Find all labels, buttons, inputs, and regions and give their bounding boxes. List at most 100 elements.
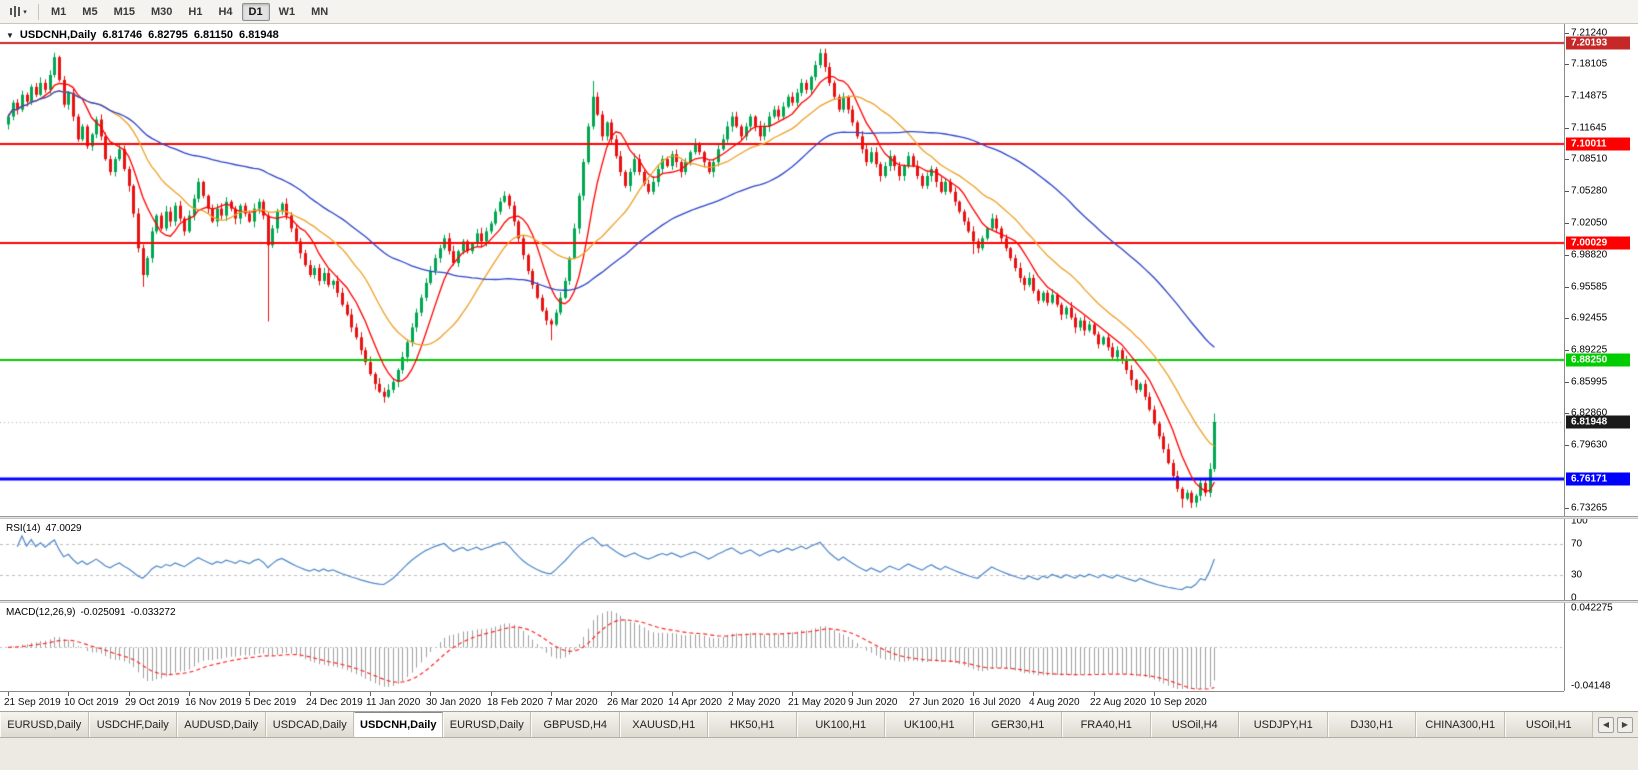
legend-close-value: 6.81948 xyxy=(239,29,279,41)
time-tick xyxy=(852,692,853,696)
time-tick xyxy=(1094,692,1095,696)
macd-signal-value: -0.033272 xyxy=(130,607,176,618)
price-axis-tick xyxy=(1565,445,1569,446)
price-axis-tick xyxy=(1565,287,1569,288)
legend-high-value: 6.82795 xyxy=(148,29,188,41)
chart-tab[interactable]: EURUSD,Daily xyxy=(0,712,89,737)
price-axis-label: 7.05280 xyxy=(1571,185,1608,197)
chart-tab[interactable]: GBPUSD,H4 xyxy=(531,712,620,737)
chart-tab[interactable]: USDCAD,Daily xyxy=(265,712,354,737)
bar-chart-icon xyxy=(14,6,17,17)
timeframe-button-h4[interactable]: H4 xyxy=(218,5,233,18)
rsi-indicator-name: RSI(14) xyxy=(6,523,41,534)
price-axis-label: 7.08510 xyxy=(1571,153,1608,165)
chart-tab[interactable]: FRA40,H1 xyxy=(1062,712,1151,737)
chart-tools-icon[interactable]: ▾ xyxy=(3,2,33,22)
chart-tab[interactable]: USOil,H1 xyxy=(1504,712,1593,737)
chart-tab[interactable]: USDJPY,H1 xyxy=(1239,712,1328,737)
price-axis-label: 7.02050 xyxy=(1571,217,1608,229)
bar-chart-icon xyxy=(18,7,21,16)
price-axis-label: 6.73265 xyxy=(1571,502,1608,514)
chart-tab[interactable]: USDCNH,Daily xyxy=(354,712,443,737)
chart-tab[interactable]: USOil,H4 xyxy=(1150,712,1239,737)
price-axis-tick xyxy=(1565,382,1569,383)
price-axis-tick xyxy=(1565,508,1569,509)
symbol-tab-bar: EURUSD,Daily USDCHF,Daily AUDUSD,Daily USDC… xyxy=(0,711,1638,737)
timeframe-button-mn[interactable]: MN xyxy=(311,5,329,18)
date-label: 22 Aug 2020 xyxy=(1090,697,1147,708)
macd-indicator-name: MACD(12,26,9) xyxy=(6,607,76,618)
price-axis-label: 6.79630 xyxy=(1571,439,1608,451)
price-axis-tick xyxy=(1565,96,1569,97)
legend-open-value: 6.81746 xyxy=(102,29,143,41)
chart-tab[interactable]: CHINA300,H1 xyxy=(1416,712,1505,737)
collapse-triangle-icon[interactable]: ▼ xyxy=(6,30,14,40)
date-label: 16 Jul 2020 xyxy=(969,697,1021,708)
price-axis-tick xyxy=(1565,255,1569,256)
rsi-chart-canvas[interactable] xyxy=(0,519,1564,600)
timeframe-button-w1[interactable]: W1 xyxy=(278,5,296,18)
chart-tab[interactable]: XAUUSD,H1 xyxy=(619,712,708,737)
status-bar xyxy=(0,737,1638,770)
date-label: 11 Jan 2020 xyxy=(366,697,421,708)
timeframe-button-m15[interactable]: M15 xyxy=(113,5,135,18)
chart-tab[interactable]: EURUSD,Daily xyxy=(442,712,531,737)
chart-tab[interactable]: HK50,H1 xyxy=(708,712,797,737)
timeframe-button-m1[interactable]: M1 xyxy=(51,5,67,18)
time-tick xyxy=(129,692,130,696)
rsi-axis-label: 70 xyxy=(1571,538,1583,550)
price-axis-tick xyxy=(1565,64,1569,65)
timeframe-buttons: M1 M5 M15 M30 H1 H4 D1 W1 MN xyxy=(44,2,335,21)
toolbar-separator xyxy=(38,3,39,20)
time-tick xyxy=(8,692,9,696)
chart-tab[interactable]: UK100,H1 xyxy=(796,712,885,737)
date-label: 18 Feb 2020 xyxy=(487,697,544,708)
price-axis-label: 6.85995 xyxy=(1571,376,1608,388)
price-level-badge: 7.10011 xyxy=(1566,137,1630,151)
price-level-badge: 7.20193 xyxy=(1566,36,1630,50)
main-chart-canvas[interactable] xyxy=(0,24,1564,516)
price-axis-tick xyxy=(1565,350,1569,351)
date-label: 2 May 2020 xyxy=(728,697,781,708)
timeframe-button-h1[interactable]: H1 xyxy=(188,5,203,18)
tab-scroll-left-icon[interactable]: ◀ xyxy=(1598,716,1614,733)
macd-axis-label: 0.042275 xyxy=(1571,602,1613,614)
timeframe-button-m30[interactable]: M30 xyxy=(150,5,173,18)
tab-scroll-right-icon[interactable]: ▶ xyxy=(1617,716,1633,733)
price-axis-tick xyxy=(1565,413,1569,414)
time-tick xyxy=(792,692,793,696)
price-level-badge: 6.76171 xyxy=(1566,472,1630,486)
price-level-badge: 7.00029 xyxy=(1566,236,1630,250)
timeframe-button-m5[interactable]: M5 xyxy=(82,5,98,18)
price-axis[interactable]: 7.21240 7.18105 7.14875 7.11645 7.08510 7.052… xyxy=(1564,24,1638,692)
price-axis-label: 6.89225 xyxy=(1571,344,1608,356)
rsi-axis-label: 100 xyxy=(1571,515,1588,527)
chart-tabs: EURUSD,Daily USDCHF,Daily AUDUSD,Daily USDC… xyxy=(0,712,1593,737)
timeframe-button-d1[interactable]: D1 xyxy=(241,2,270,21)
chart-tab[interactable]: AUDUSD,Daily xyxy=(177,712,266,737)
price-axis-tick xyxy=(1565,33,1569,34)
time-tick xyxy=(1154,692,1155,696)
legend-symbol: USDCNH,Daily xyxy=(19,29,97,41)
chart-tab[interactable]: GER30,H1 xyxy=(973,712,1062,737)
date-label: 30 Jan 2020 xyxy=(426,697,482,708)
chart-tab[interactable]: USDCHF,Daily xyxy=(88,712,177,737)
date-label: 10 Oct 2019 xyxy=(64,697,119,708)
time-tick xyxy=(913,692,914,696)
price-axis-tick xyxy=(1565,318,1569,319)
date-label: 16 Nov 2019 xyxy=(185,697,242,708)
time-tick xyxy=(973,692,974,696)
time-tick xyxy=(189,692,190,696)
date-label: 10 Sep 2020 xyxy=(1150,697,1207,708)
macd-chart-canvas[interactable] xyxy=(0,603,1564,691)
timeframe-toolbar: ▾ M1 M5 M15 M30 H1 H4 D1 W1 MN xyxy=(0,0,1638,24)
date-label: 29 Oct 2019 xyxy=(125,697,180,708)
chart-tab[interactable]: DJ30,H1 xyxy=(1327,712,1416,737)
panel-splitter[interactable] xyxy=(0,600,1638,603)
chart-tab[interactable]: UK100,H1 xyxy=(885,712,974,737)
price-axis-label: 7.11645 xyxy=(1571,122,1607,134)
price-axis-label: 7.18105 xyxy=(1571,58,1608,70)
time-axis[interactable]: 21 Sep 2019 10 Oct 2019 29 Oct 2019 16 Nov … xyxy=(0,691,1564,711)
panel-splitter[interactable] xyxy=(0,516,1638,519)
date-label: 9 Jun 2020 xyxy=(848,697,898,708)
